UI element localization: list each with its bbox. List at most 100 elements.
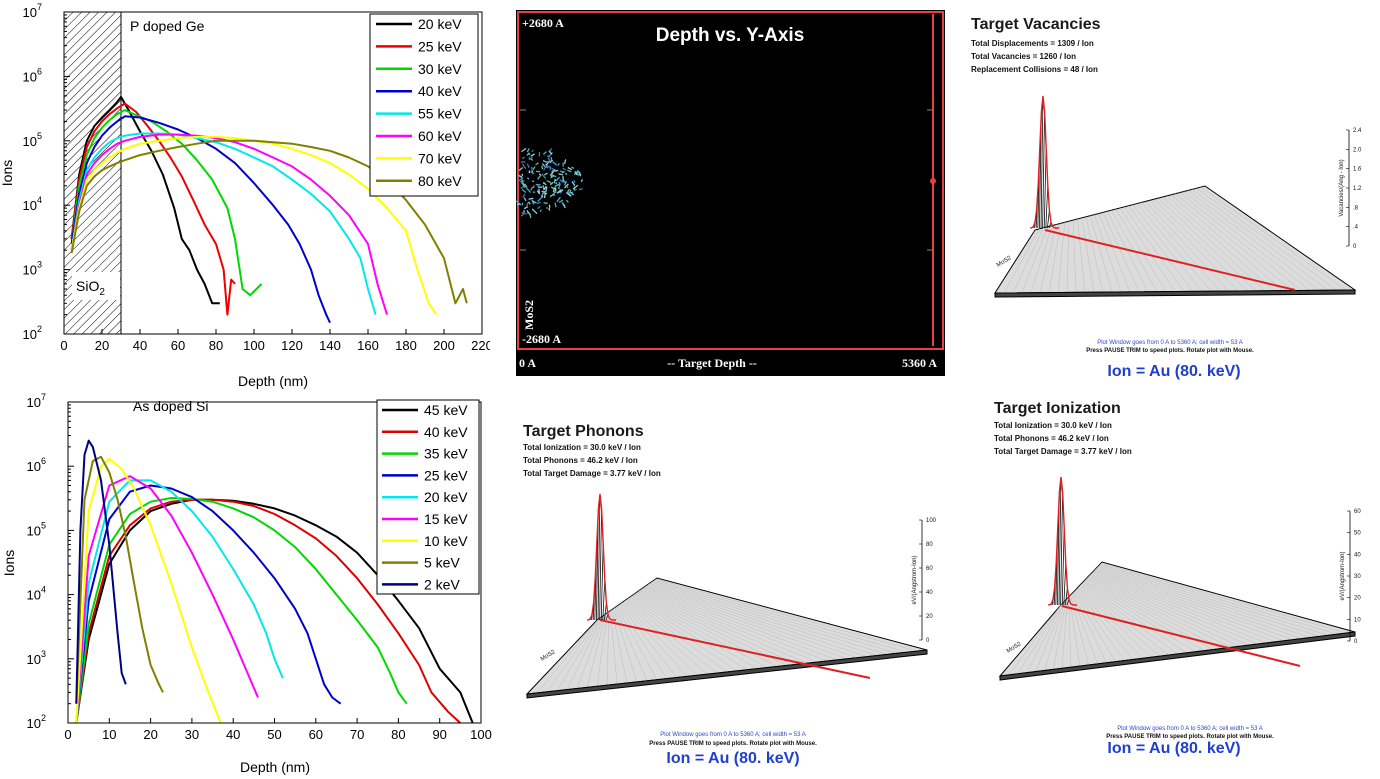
value-axis-tick-label: 2.0	[1353, 147, 1362, 153]
ion-track	[549, 159, 554, 164]
plane-grid-line	[1086, 578, 1222, 649]
series-line-55-kev	[70, 132, 377, 315]
plane-grid-line	[556, 616, 602, 691]
ion-track	[528, 197, 534, 200]
plane-grid-line	[1079, 584, 1169, 656]
value-axis-tick-label: 20	[926, 614, 933, 620]
ge-x-axis-label: Depth (nm)	[238, 373, 308, 389]
histogram-bar	[1061, 527, 1065, 606]
plane-grid-line	[1082, 581, 1196, 653]
plane-grid-line	[1084, 580, 1205, 651]
plane-grid-line	[643, 587, 838, 661]
ge-legend: 20 keV 25 keV 30 keV 40 keV 55 keV 60 keV 70 k…	[369, 13, 479, 197]
legend-entry: 45 keV	[424, 402, 468, 418]
ion-track	[574, 170, 578, 176]
plane-grid-line	[638, 590, 808, 664]
depth-plot-x-right: 5360 A	[902, 356, 937, 370]
legend-entry: 80 keV	[418, 173, 462, 189]
legend-entry: 20 keV	[424, 489, 468, 505]
y-tick-label: 102	[27, 713, 46, 731]
ion-track	[526, 202, 529, 207]
ion-track	[532, 200, 537, 204]
plane-grid-line	[1141, 202, 1221, 292]
si-annotation: As doped Si	[133, 398, 209, 414]
ion-track	[537, 196, 543, 202]
histogram-bar	[1058, 476, 1062, 606]
ion-track	[547, 160, 551, 163]
legend-entry: 20 keV	[418, 16, 462, 32]
ion-track	[548, 207, 551, 211]
x-tick-label: 0	[64, 727, 71, 742]
value-axis-tick-label: 30	[1354, 574, 1361, 580]
ion-track	[557, 162, 560, 167]
ion-track	[552, 187, 556, 193]
plane-grid-line	[1149, 200, 1239, 292]
ion-track	[561, 201, 566, 206]
plane-grid-line	[644, 586, 848, 660]
distribution-curve	[1048, 476, 1077, 606]
plane-grid-line	[1088, 576, 1240, 647]
ion-line-1: Total Ionization = 30.0 keV / Ion	[994, 421, 1112, 430]
plane-grid-line	[1107, 211, 1149, 292]
ion-track	[548, 204, 551, 208]
series-line-20-kev	[75, 479, 284, 724]
plane-grid-line	[1145, 201, 1230, 292]
distribution-curve	[1030, 95, 1059, 229]
vac-footer-1: Plot Window goes from 0 A to 5360 A; cel…	[1097, 340, 1243, 346]
histogram-bar	[1045, 185, 1049, 229]
ion-track	[521, 188, 527, 193]
plane-grid-line	[628, 597, 738, 672]
plane-grid-line	[622, 601, 698, 676]
ion-track	[525, 187, 532, 193]
ion-track	[526, 148, 530, 153]
ion-track	[578, 188, 583, 191]
plane-grid-line	[1096, 567, 1311, 638]
depth-profile-line	[1061, 605, 1301, 667]
ion-track	[520, 180, 525, 183]
y-tick-label: 107	[27, 392, 46, 410]
value-axis-tick-label: .8	[1353, 205, 1359, 211]
legend-entry: 70 keV	[418, 150, 462, 166]
ion-track	[535, 183, 541, 186]
ion-track	[522, 193, 526, 198]
ion-track	[556, 196, 561, 203]
legend-entry: 40 keV	[418, 83, 462, 99]
plane-grid-line	[1158, 197, 1257, 292]
y-tick-label: 103	[27, 649, 46, 667]
histogram-bar	[599, 508, 602, 621]
plane-grid-line	[1093, 570, 1285, 642]
value-axis-label: Vacancies/(Ang - Ion)	[1339, 159, 1345, 216]
legend-entry: 10 keV	[424, 533, 468, 549]
depth-plot-title: Depth vs. Y-Axis	[656, 25, 805, 46]
plane-grid-line	[1196, 187, 1338, 291]
ge-oxide-region: SiO2	[64, 12, 122, 334]
legend-entry: 25 keV	[424, 467, 468, 483]
plane-grid-line	[1099, 563, 1338, 635]
pho-footer-2: Press PAUSE TRIM to speed plots. Rotate …	[649, 741, 817, 747]
series-line-20-kev	[70, 95, 220, 305]
pho-line-3: Total Target Damage = 3.77 keV / Ion	[523, 469, 661, 478]
histogram-bar	[1065, 587, 1068, 606]
plane-grid-line	[1192, 189, 1329, 291]
value-axis-tick-label: 60	[926, 566, 933, 572]
depth-plot-top-label: +2680 A	[522, 16, 564, 30]
pho-line-1: Total Ionization = 30.0 keV / Ion	[523, 443, 641, 452]
plane-grid-line	[635, 592, 788, 666]
histogram-bar	[1040, 95, 1044, 229]
ion-track	[552, 161, 558, 166]
ion-track	[526, 163, 530, 168]
value-axis-tick-label: 50	[1354, 531, 1361, 537]
x-tick-label: 20	[143, 727, 157, 742]
ion-track	[546, 180, 551, 183]
vac-title: Target Vacancies	[971, 16, 1101, 33]
plane-grid-line	[566, 615, 604, 690]
plane-grid-line	[631, 595, 758, 669]
ion-track	[571, 191, 574, 194]
x-tick-label: 80	[209, 338, 223, 353]
ion-track	[518, 178, 522, 182]
legend-entry: 5 keV	[424, 555, 460, 571]
legend-entry: 35 keV	[424, 446, 468, 462]
plane-grid-line	[1081, 582, 1187, 654]
ion-track	[567, 166, 573, 171]
value-axis-label: eV/(Angstrom-Ion)	[1340, 551, 1346, 600]
